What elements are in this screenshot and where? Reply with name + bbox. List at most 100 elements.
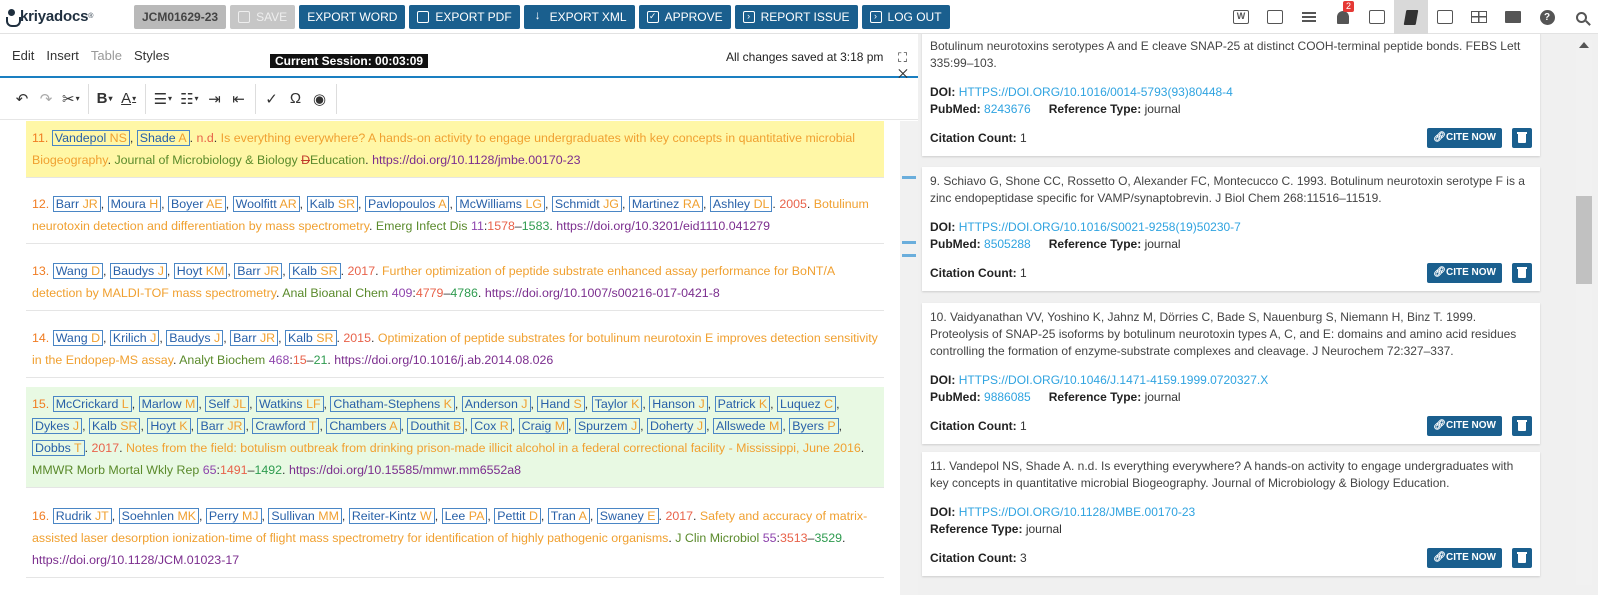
- ref-author[interactable]: Krilich J: [109, 330, 160, 346]
- ref-author[interactable]: Martinez RA: [628, 196, 704, 212]
- picture-icon[interactable]: [1428, 0, 1462, 34]
- ref-author[interactable]: Woolfitt AR: [232, 196, 300, 212]
- ref-author[interactable]: Vandepol NS: [51, 130, 130, 146]
- ref-doi-link[interactable]: https://doi.org/10.1128/jmbe.00170-23: [372, 153, 581, 167]
- reference-item[interactable]: 13. Wang D, Baudys J, Hoyt KM, Barr JR, …: [26, 254, 884, 311]
- ref-author[interactable]: Douthit B: [407, 418, 465, 434]
- ref-doi-link[interactable]: https://doi.org/10.1007/s00216-017-0421-…: [484, 286, 720, 300]
- ref-doi-link[interactable]: https://doi.org/10.15585/mmwr.mm6552a8: [288, 463, 522, 477]
- ref-author[interactable]: Sullivan MM: [268, 508, 342, 524]
- ref-author[interactable]: Allswede M: [712, 418, 783, 434]
- doi-link[interactable]: HTTPS://DOI.ORG/10.1128/JMBE.00170-23: [958, 505, 1196, 519]
- folder-icon[interactable]: [1496, 0, 1530, 34]
- editor-scroll-strip[interactable]: [900, 121, 918, 595]
- pubmed-link[interactable]: 8243676: [984, 102, 1031, 116]
- menu-styles[interactable]: Styles: [134, 47, 170, 63]
- ref-author[interactable]: McCrickard L: [52, 396, 132, 412]
- ref-author[interactable]: Watkins LF: [256, 396, 324, 412]
- menu-insert[interactable]: Insert: [46, 47, 79, 63]
- ref-author[interactable]: Pavlopoulos A: [364, 196, 450, 212]
- ref-author[interactable]: Luquez C: [777, 396, 837, 412]
- trash-icon[interactable]: [1512, 416, 1532, 436]
- preview-eye-icon[interactable]: ◉: [312, 90, 327, 108]
- ref-author[interactable]: Tran A: [547, 508, 590, 524]
- indent-increase-icon[interactable]: ⇥: [208, 90, 221, 108]
- ref-author[interactable]: Dobbs T: [32, 440, 85, 456]
- pubmed-link[interactable]: 8505288: [984, 237, 1031, 251]
- scroll-up-arrow-icon[interactable]: [1579, 42, 1589, 48]
- ref-doi-link[interactable]: https://doi.org/10.1016/j.ab.2014.08.026: [334, 353, 554, 367]
- ref-author[interactable]: Doherty J: [647, 418, 707, 434]
- ref-author[interactable]: Hoyt KM: [173, 263, 228, 279]
- export-xml-button[interactable]: ↓ EXPORT XML: [523, 4, 635, 29]
- ref-author[interactable]: Pettit D: [494, 508, 541, 524]
- ref-author[interactable]: Marlow M: [138, 396, 199, 412]
- export-pdf-button[interactable]: EXPORT PDF: [409, 4, 520, 29]
- word-icon[interactable]: W: [1224, 0, 1258, 34]
- ref-author[interactable]: Rudrik JT: [52, 508, 112, 524]
- cite-now-button[interactable]: 🔗︎CITE NOW: [1427, 263, 1502, 283]
- ref-author[interactable]: Soehnlen MK: [118, 508, 200, 524]
- cut-icon[interactable]: ✂ ▾: [62, 90, 80, 108]
- editor-window-controls[interactable]: ⛶ ✕: [898, 50, 910, 81]
- ref-author[interactable]: Self JL: [205, 396, 250, 412]
- table-icon[interactable]: [1462, 0, 1496, 34]
- ref-author[interactable]: Baudys J: [109, 263, 167, 279]
- ref-author[interactable]: Wang D: [52, 263, 104, 279]
- undo-icon[interactable]: ↶: [15, 90, 29, 108]
- edit-note-icon[interactable]: [1360, 0, 1394, 34]
- reference-item[interactable]: 14. Wang D, Krilich J, Baudys J, Barr JR…: [26, 321, 884, 378]
- export-word-button[interactable]: EXPORT WORD: [299, 4, 406, 29]
- ref-author[interactable]: Taylor K: [591, 396, 643, 412]
- reference-item[interactable]: 11. Vandepol NS, Shade A. n.d. Is everyt…: [26, 121, 884, 178]
- image-panel-icon[interactable]: [1258, 0, 1292, 34]
- bullet-list-icon[interactable]: ☰ ▾: [153, 90, 173, 108]
- ref-author[interactable]: Barr JR: [197, 418, 246, 434]
- ref-author[interactable]: Moura H: [107, 196, 162, 212]
- reference-item[interactable]: 15. McCrickard L, Marlow M, Self JL, Wat…: [26, 387, 884, 488]
- ref-author[interactable]: Kalb SR: [306, 196, 359, 212]
- cite-now-button[interactable]: 🔗︎CITE NOW: [1427, 548, 1502, 568]
- log-out-button[interactable]: › LOG OUT: [861, 4, 950, 29]
- panel-scrollbar[interactable]: [1546, 34, 1598, 595]
- reference-item[interactable]: 12. Barr JR, Moura H, Boyer AE, Woolfitt…: [26, 187, 884, 244]
- bold-icon[interactable]: B ▾: [96, 90, 113, 107]
- trash-icon[interactable]: [1512, 128, 1532, 148]
- trash-icon[interactable]: [1512, 548, 1532, 568]
- ref-author[interactable]: Barr JR: [230, 330, 279, 346]
- reference-item[interactable]: 16. Rudrik JT, Soehnlen MK, Perry MJ, Su…: [26, 499, 884, 578]
- report-issue-button[interactable]: › REPORT ISSUE: [734, 4, 858, 29]
- doi-link[interactable]: HTTPS://DOI.ORG/10.1046/J.1471-4159.1999…: [958, 373, 1269, 387]
- menu-edit[interactable]: Edit: [12, 47, 35, 63]
- save-button[interactable]: SAVE: [230, 4, 296, 29]
- help-icon[interactable]: ?: [1530, 0, 1564, 34]
- ref-author[interactable]: Shade A: [136, 130, 190, 146]
- ref-author[interactable]: Kalb SR: [289, 263, 341, 279]
- ref-author[interactable]: Hanson J: [649, 396, 708, 412]
- panel-scrollbar-thumb[interactable]: [1576, 196, 1592, 284]
- trash-icon[interactable]: [1512, 263, 1532, 283]
- notification-bell-icon[interactable]: 2: [1326, 0, 1360, 34]
- cite-now-button[interactable]: 🔗︎CITE NOW: [1427, 128, 1502, 148]
- ref-author[interactable]: Wang D: [52, 330, 104, 346]
- ref-doi-link[interactable]: https://doi.org/10.3201/eid1110.041279: [556, 219, 771, 233]
- book-icon[interactable]: [1394, 0, 1428, 34]
- ref-author[interactable]: Ashley DL: [709, 196, 773, 212]
- ref-author[interactable]: Kalb SR: [285, 330, 337, 346]
- ref-author[interactable]: Cox R: [471, 418, 512, 434]
- ref-author[interactable]: McWilliams LG: [456, 196, 545, 212]
- cite-now-button[interactable]: 🔗︎CITE NOW: [1427, 416, 1502, 436]
- ref-author[interactable]: Perry MJ: [205, 508, 262, 524]
- ref-author[interactable]: Anderson J: [461, 396, 531, 412]
- approve-button[interactable]: ✓ APPROVE: [638, 4, 731, 29]
- ref-author[interactable]: Hand S: [537, 396, 585, 412]
- ref-author[interactable]: Baudys J: [166, 330, 224, 346]
- special-character-icon[interactable]: Ω: [289, 90, 302, 107]
- ref-author[interactable]: Chatham-Stephens K: [330, 396, 455, 412]
- ref-doi-link[interactable]: https://doi.org/10.1128/JCM.01023-17: [32, 553, 240, 567]
- font-color-icon[interactable]: A ▾: [121, 90, 137, 107]
- ref-author[interactable]: Byers P: [789, 418, 839, 434]
- ref-author[interactable]: Reiter-Kintz W: [348, 508, 435, 524]
- doi-link[interactable]: HTTPS://DOI.ORG/10.1016/0014-5793(93)804…: [958, 85, 1233, 99]
- ref-author[interactable]: Barr JR: [52, 196, 101, 212]
